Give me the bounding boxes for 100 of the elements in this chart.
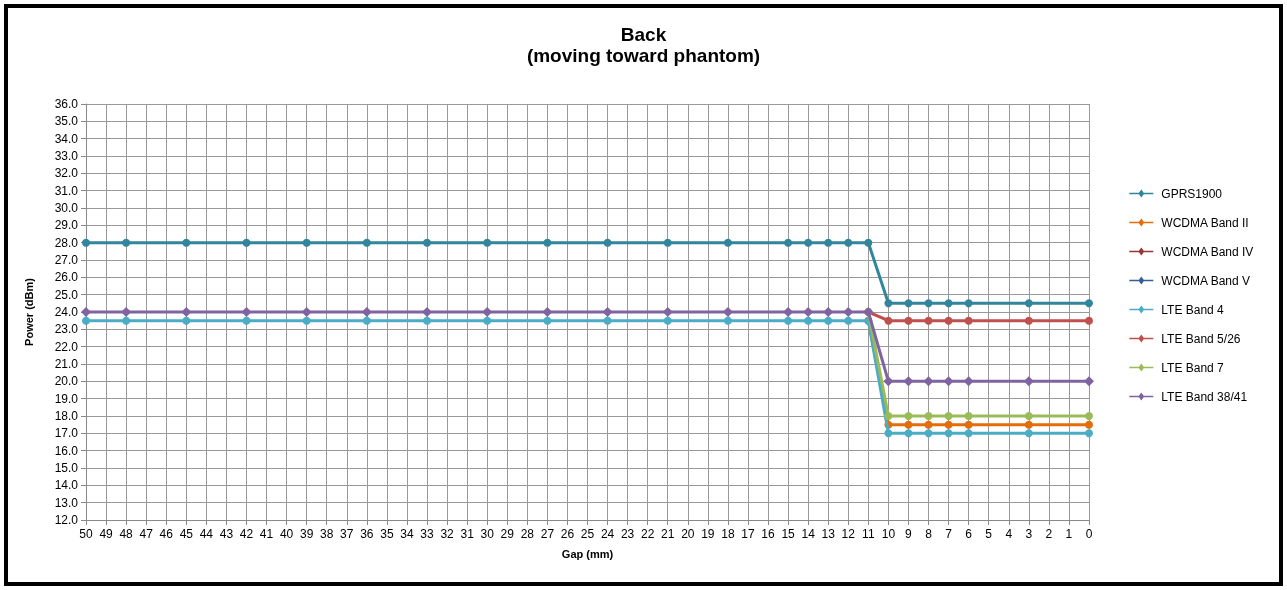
point <box>924 299 933 308</box>
y-tick-label: 31.0 <box>54 183 79 198</box>
point <box>964 412 973 420</box>
point <box>924 429 933 438</box>
y-tick-label: 24.0 <box>54 305 79 319</box>
x-tick-label: 47 <box>139 527 154 541</box>
point <box>602 307 613 317</box>
legend-label: WCDMA Band IV <box>1161 244 1254 259</box>
point <box>483 316 492 325</box>
x-tick-label: 35 <box>380 527 394 541</box>
point <box>1024 420 1033 429</box>
x-tick-label: 15 <box>781 527 796 541</box>
y-tick-label: 35.0 <box>54 114 79 129</box>
y-tick-label: 16.0 <box>54 443 79 458</box>
point <box>964 429 973 438</box>
point <box>904 420 913 429</box>
point <box>1024 299 1033 308</box>
chart-subtitle: (moving toward phantom) <box>526 45 761 66</box>
x-tick-label: 10 <box>881 527 896 541</box>
point <box>82 316 90 325</box>
point <box>923 376 934 387</box>
point <box>944 316 953 325</box>
y-tick-label: 28.0 <box>54 235 79 250</box>
x-tick-label: 25 <box>580 527 595 541</box>
point <box>362 238 371 247</box>
point <box>1085 429 1093 438</box>
point <box>964 420 973 429</box>
x-tick-label: 26 <box>560 527 575 541</box>
y-tick-label: 23.0 <box>54 322 79 337</box>
point <box>924 412 933 420</box>
point <box>904 299 913 308</box>
legend-label: LTE Band 38/41 <box>1161 389 1248 404</box>
x-tick-label: 1 <box>1065 527 1073 541</box>
x-axis-title: Gap (mm) <box>561 547 614 560</box>
y-tick-label: 18.0 <box>54 409 79 423</box>
point <box>81 307 91 317</box>
y-axis-title: Power (dBm) <box>22 277 35 346</box>
legend-label: LTE Band 4 <box>1161 302 1225 317</box>
y-tick-label: 20.0 <box>54 374 79 389</box>
point <box>824 238 833 247</box>
x-tick-label: 4 <box>1005 527 1013 541</box>
point <box>784 316 793 325</box>
point <box>1024 316 1033 325</box>
point <box>1024 412 1033 420</box>
point <box>944 420 953 429</box>
y-tick-label: 19.0 <box>54 391 79 406</box>
x-tick-label: 14 <box>801 527 816 541</box>
point <box>723 238 732 247</box>
point <box>944 299 953 308</box>
x-tick-label: 24 <box>600 527 615 541</box>
point <box>1084 376 1094 387</box>
y-tick-label: 15.0 <box>54 461 79 475</box>
point <box>904 429 913 438</box>
x-tick-label: 39 <box>299 527 314 541</box>
point <box>884 429 893 438</box>
point <box>1085 299 1093 308</box>
y-tick-label: 21.0 <box>54 357 79 371</box>
x-tick-label: 40 <box>279 527 294 541</box>
point <box>903 376 914 387</box>
legend-label: WCDMA Band II <box>1161 215 1249 230</box>
chart-title: Back <box>620 24 667 45</box>
point <box>884 316 893 325</box>
x-tick-label: 8 <box>925 527 933 541</box>
x-tick-label: 31 <box>460 527 475 541</box>
point <box>804 316 813 325</box>
point <box>241 307 252 317</box>
point <box>1024 429 1033 438</box>
x-tick-label: 37 <box>340 527 354 541</box>
x-tick-label: 43 <box>219 527 234 541</box>
x-tick-label: 44 <box>199 527 214 541</box>
x-tick-label: 22 <box>641 527 655 541</box>
point <box>884 412 893 420</box>
x-tick-label: 16 <box>761 527 776 541</box>
point <box>663 238 672 247</box>
point <box>924 316 933 325</box>
x-tick-label: 7 <box>945 527 953 541</box>
point <box>1085 316 1093 325</box>
x-tick-label: 21 <box>661 527 675 541</box>
x-tick-label: 27 <box>540 527 555 541</box>
point <box>543 238 552 247</box>
y-tick-label: 27.0 <box>54 253 79 267</box>
point <box>784 238 793 247</box>
x-tick-label: 32 <box>440 527 455 541</box>
y-tick-label: 26.0 <box>54 270 79 285</box>
x-tick-label: 34 <box>400 527 414 541</box>
point <box>884 299 893 308</box>
x-tick-label: 45 <box>179 527 194 541</box>
point <box>182 316 191 325</box>
y-tick-label: 36.0 <box>54 97 79 111</box>
point <box>663 316 672 325</box>
point <box>423 316 432 325</box>
y-tick-label: 29.0 <box>54 218 79 233</box>
point <box>242 238 251 247</box>
y-tick-label: 13.0 <box>54 495 79 510</box>
x-tick-label: 46 <box>159 527 174 541</box>
point <box>924 420 933 429</box>
x-tick-label: 18 <box>721 527 735 541</box>
point <box>944 412 953 420</box>
x-tick-label: 11 <box>862 527 875 541</box>
x-tick-label: 19 <box>701 527 715 541</box>
